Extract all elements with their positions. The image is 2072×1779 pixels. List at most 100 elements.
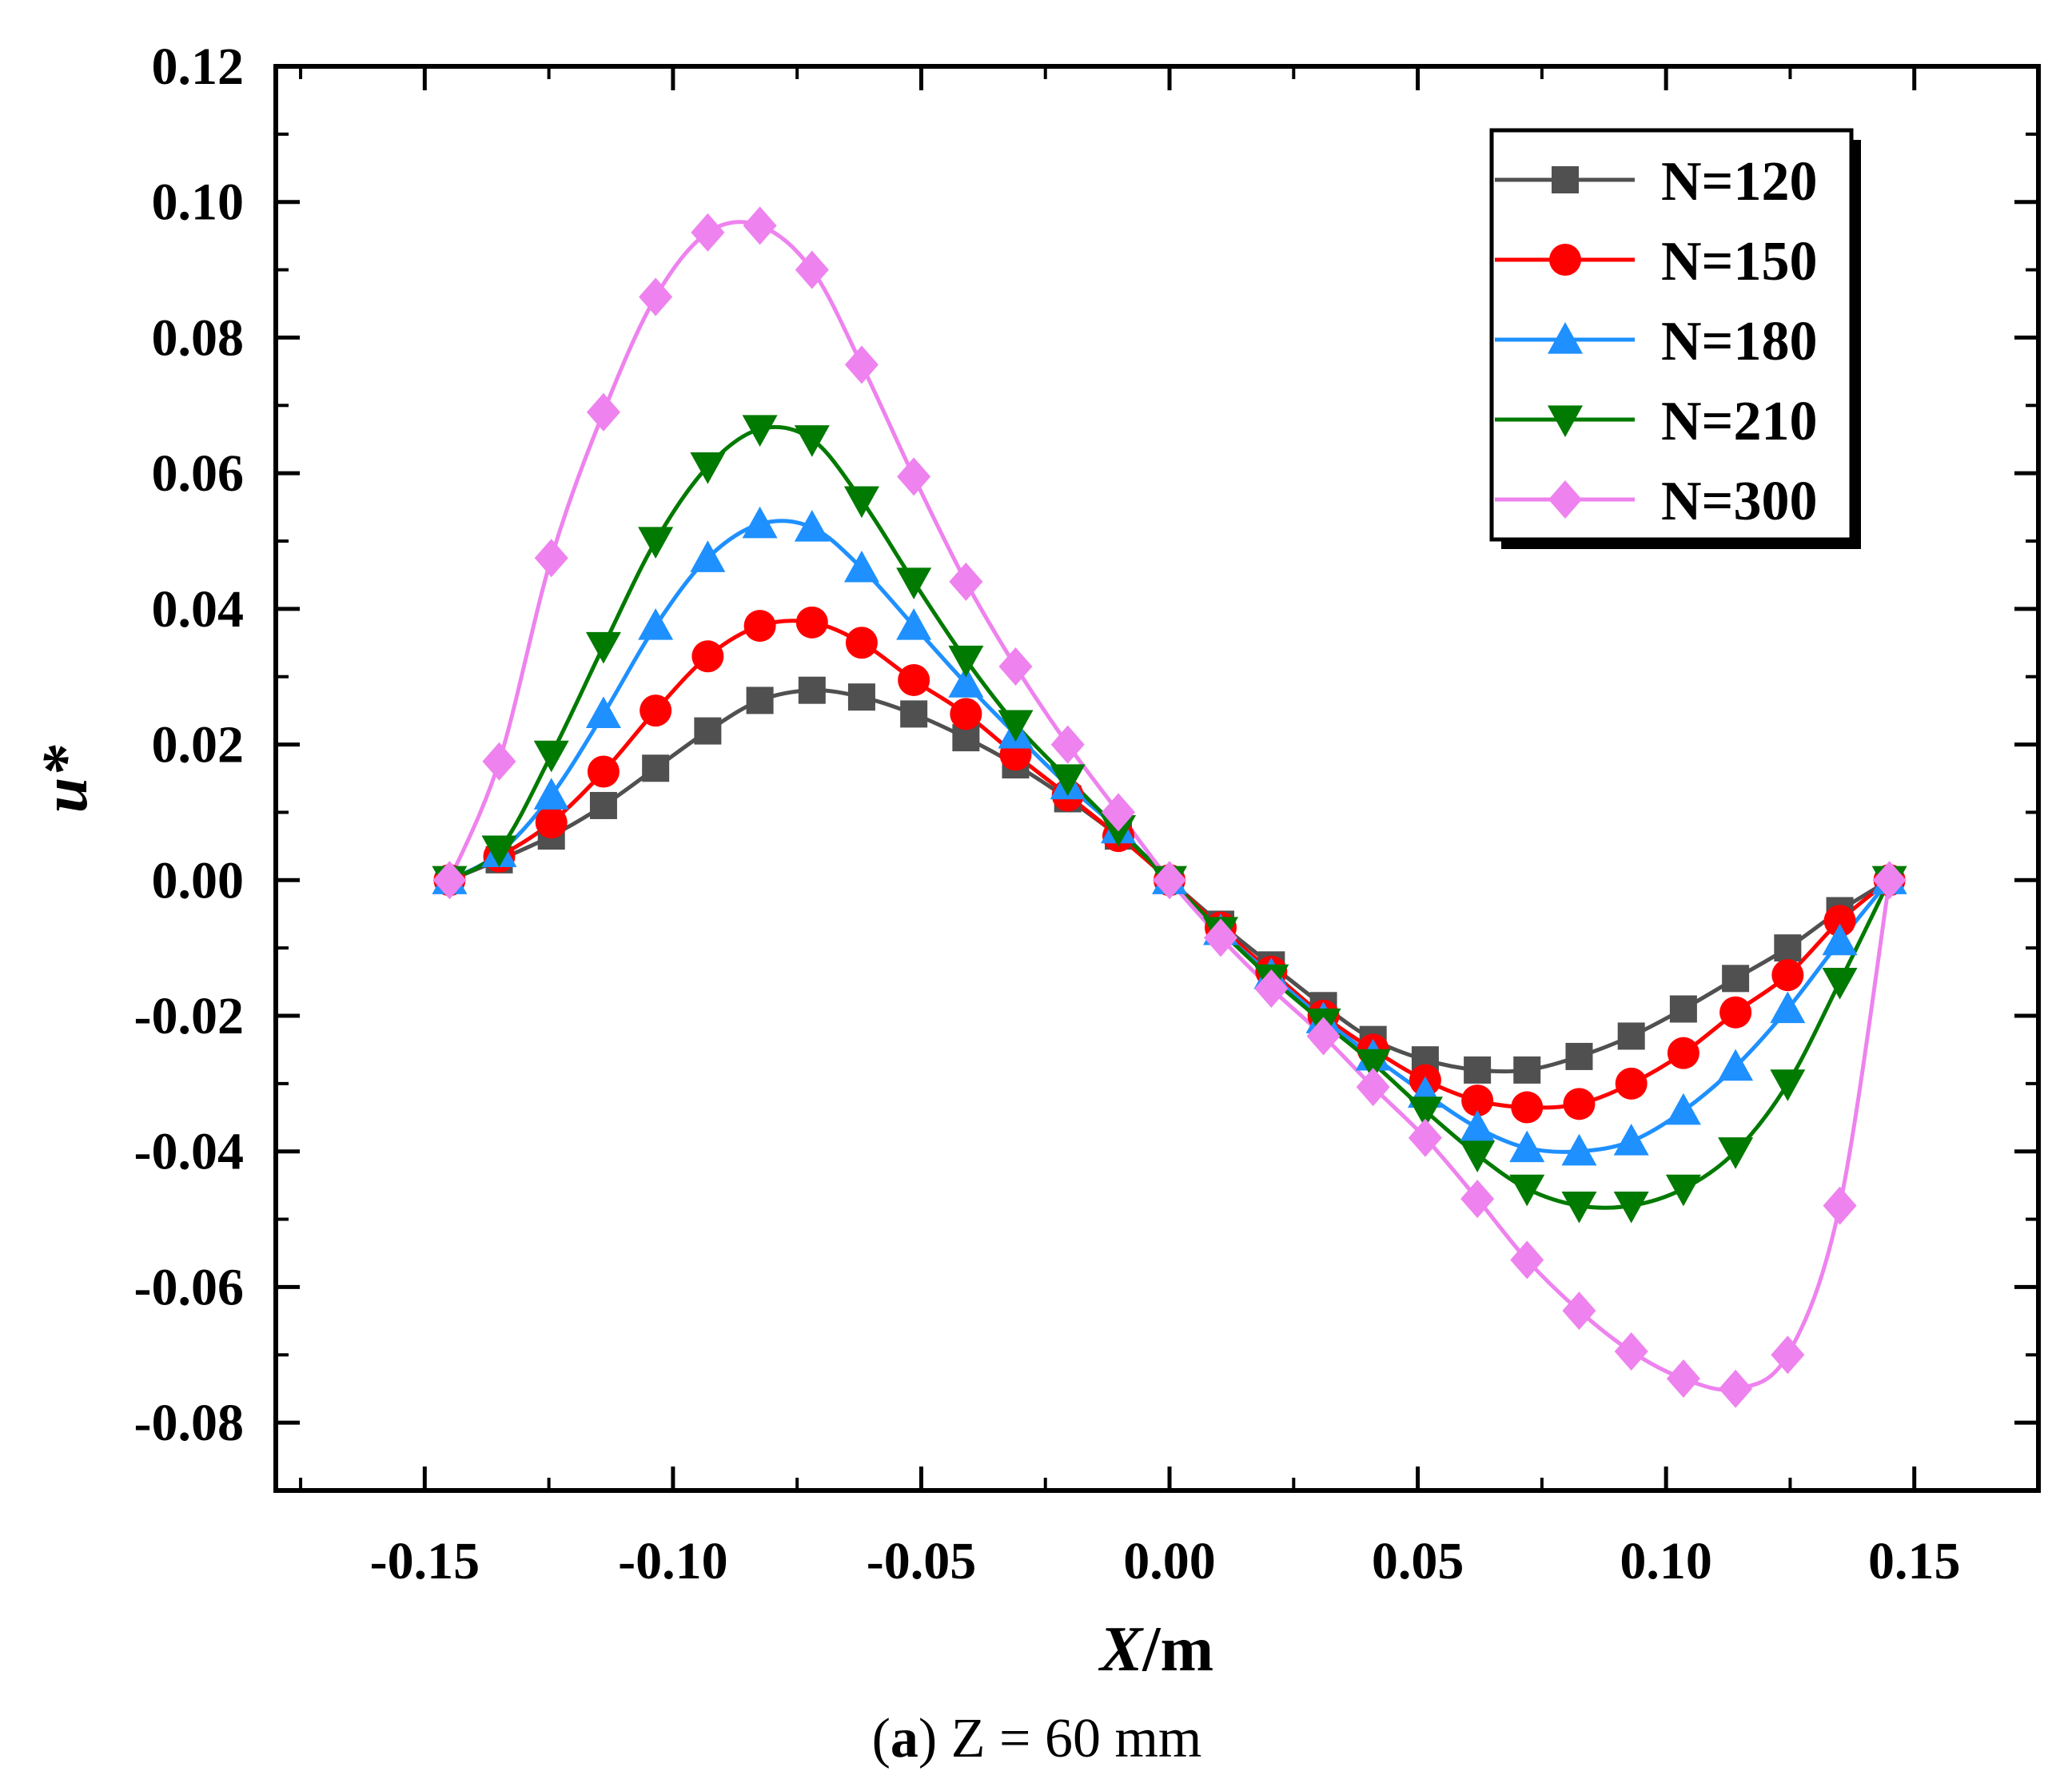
- data-point-N=210: [896, 567, 932, 599]
- data-point-N=150: [640, 694, 672, 727]
- legend-label: N=120: [1661, 151, 1817, 213]
- data-point-N=180: [742, 506, 778, 539]
- data-point-N=300: [1408, 1118, 1442, 1157]
- data-point-N=120: [1565, 1042, 1593, 1070]
- data-point-N=150: [950, 698, 982, 730]
- x-tick-label: 0.10: [1620, 1532, 1712, 1590]
- data-point-N=210: [1561, 1192, 1597, 1224]
- data-point-N=210: [690, 452, 726, 484]
- data-point-N=150: [691, 640, 724, 673]
- caption-panel-letter: a: [891, 1708, 918, 1769]
- x-tick-label: 0.00: [1123, 1532, 1216, 1590]
- x-axis-title-italic: X: [1098, 1614, 1144, 1685]
- figure-caption: (a) Z = 60 mm: [872, 1708, 1202, 1769]
- data-point-N=300: [1771, 1335, 1805, 1375]
- data-point-N=300: [795, 250, 829, 289]
- data-point-N=210: [1460, 1140, 1496, 1172]
- x-tick-label: -0.15: [370, 1532, 480, 1590]
- legend-label: N=180: [1661, 311, 1817, 372]
- data-point-N=120: [847, 683, 875, 711]
- data-point-N=180: [843, 550, 879, 583]
- caption-text: ) Z = 60 mm: [918, 1708, 1201, 1769]
- data-point-N=210: [1822, 967, 1858, 1000]
- data-point-N=180: [1460, 1110, 1496, 1142]
- data-point-N=210: [794, 425, 830, 457]
- data-point-N=300: [1356, 1068, 1390, 1107]
- legend-label: N=150: [1661, 231, 1817, 293]
- data-point-N=180: [638, 608, 674, 640]
- data-point-N=150: [535, 806, 568, 839]
- y-tick-label: 0.12: [152, 38, 245, 96]
- data-point-N=210: [1613, 1192, 1649, 1224]
- data-point-N=150: [1563, 1088, 1596, 1120]
- data-point-N=210: [1407, 1096, 1443, 1128]
- data-point-N=180: [1770, 991, 1806, 1024]
- data-point-N=150: [587, 755, 620, 788]
- data-point-N=150: [845, 627, 878, 659]
- data-point-N=210: [1355, 1049, 1391, 1081]
- data-point-N=210: [533, 740, 569, 773]
- data-point-N=300: [1050, 725, 1085, 764]
- data-point-N=300: [1510, 1240, 1544, 1280]
- axis-tick-labels: -0.15 -0.10 -0.05 0.00 0.05 0.10 0.15 -0.08 -0.0…: [134, 38, 1961, 1590]
- data-point-N=150: [1719, 996, 1752, 1029]
- data-point-N=300: [949, 562, 983, 601]
- data-point-N=180: [533, 778, 569, 810]
- data-point-N=300: [1823, 1186, 1857, 1225]
- data-point-N=180: [1822, 923, 1858, 956]
- data-point-N=120: [1513, 1056, 1541, 1084]
- data-point-N=300: [998, 647, 1033, 686]
- data-point-N=180: [585, 696, 621, 728]
- data-point-N=210: [481, 835, 517, 868]
- y-tick-label: -0.06: [134, 1258, 244, 1316]
- data-point-N=150: [743, 610, 776, 643]
- data-point-N=120: [798, 676, 826, 704]
- data-point-N=120: [900, 700, 928, 728]
- data-point-N=120: [642, 754, 670, 782]
- legend-label: N=300: [1661, 471, 1817, 532]
- legend-marker-N=150: [1549, 244, 1581, 276]
- y-tick-label: 0.10: [152, 173, 245, 232]
- legend-items: N=120 N=150 N=180 N=210 N=300: [1495, 151, 1817, 532]
- data-point-N=300: [1666, 1359, 1700, 1398]
- data-point-N=300: [1460, 1180, 1495, 1219]
- data-point-N=300: [1254, 969, 1289, 1009]
- data-point-N=150: [1771, 959, 1804, 992]
- data-point-N=300: [1719, 1369, 1753, 1408]
- y-tick-label: 0.06: [152, 444, 245, 503]
- y-tick-label: -0.08: [134, 1394, 244, 1452]
- data-point-N=300: [534, 539, 568, 578]
- data-point-N=210: [742, 415, 778, 447]
- data-point-N=210: [948, 645, 984, 678]
- data-point-N=300: [1153, 861, 1187, 900]
- data-point-N=150: [1667, 1037, 1699, 1069]
- y-axis-title: u*: [30, 745, 101, 813]
- series-markers: [432, 206, 1907, 1408]
- legend-marker-N=120: [1552, 166, 1579, 193]
- data-point-N=300: [844, 345, 879, 384]
- data-point-N=210: [1050, 764, 1086, 796]
- data-point-N=180: [1613, 1123, 1649, 1156]
- data-point-N=120: [694, 717, 722, 745]
- data-point-N=120: [1464, 1056, 1492, 1084]
- data-point-N=120: [1774, 934, 1802, 962]
- x-tick-label: -0.05: [867, 1532, 976, 1590]
- x-tick-label: 0.15: [1868, 1532, 1961, 1590]
- axis-ticks: [276, 64, 2040, 1492]
- data-point-N=210: [1770, 1069, 1806, 1101]
- data-point-N=210: [843, 486, 879, 519]
- data-point-N=300: [1614, 1332, 1648, 1371]
- data-point-N=180: [690, 540, 726, 572]
- data-point-N=210: [1718, 1137, 1754, 1169]
- data-point-N=150: [795, 606, 828, 639]
- legend: N=120 N=150 N=180 N=210 N=300: [1489, 128, 1861, 549]
- legend-marker-N=210: [1548, 405, 1583, 437]
- caption-open: (: [872, 1708, 891, 1769]
- legend-marker-N=180: [1548, 322, 1583, 354]
- data-point-N=210: [638, 527, 674, 559]
- legend-label: N=210: [1661, 391, 1817, 452]
- data-point-N=300: [897, 457, 931, 496]
- data-point-N=210: [1665, 1174, 1701, 1207]
- data-point-N=300: [1204, 918, 1238, 957]
